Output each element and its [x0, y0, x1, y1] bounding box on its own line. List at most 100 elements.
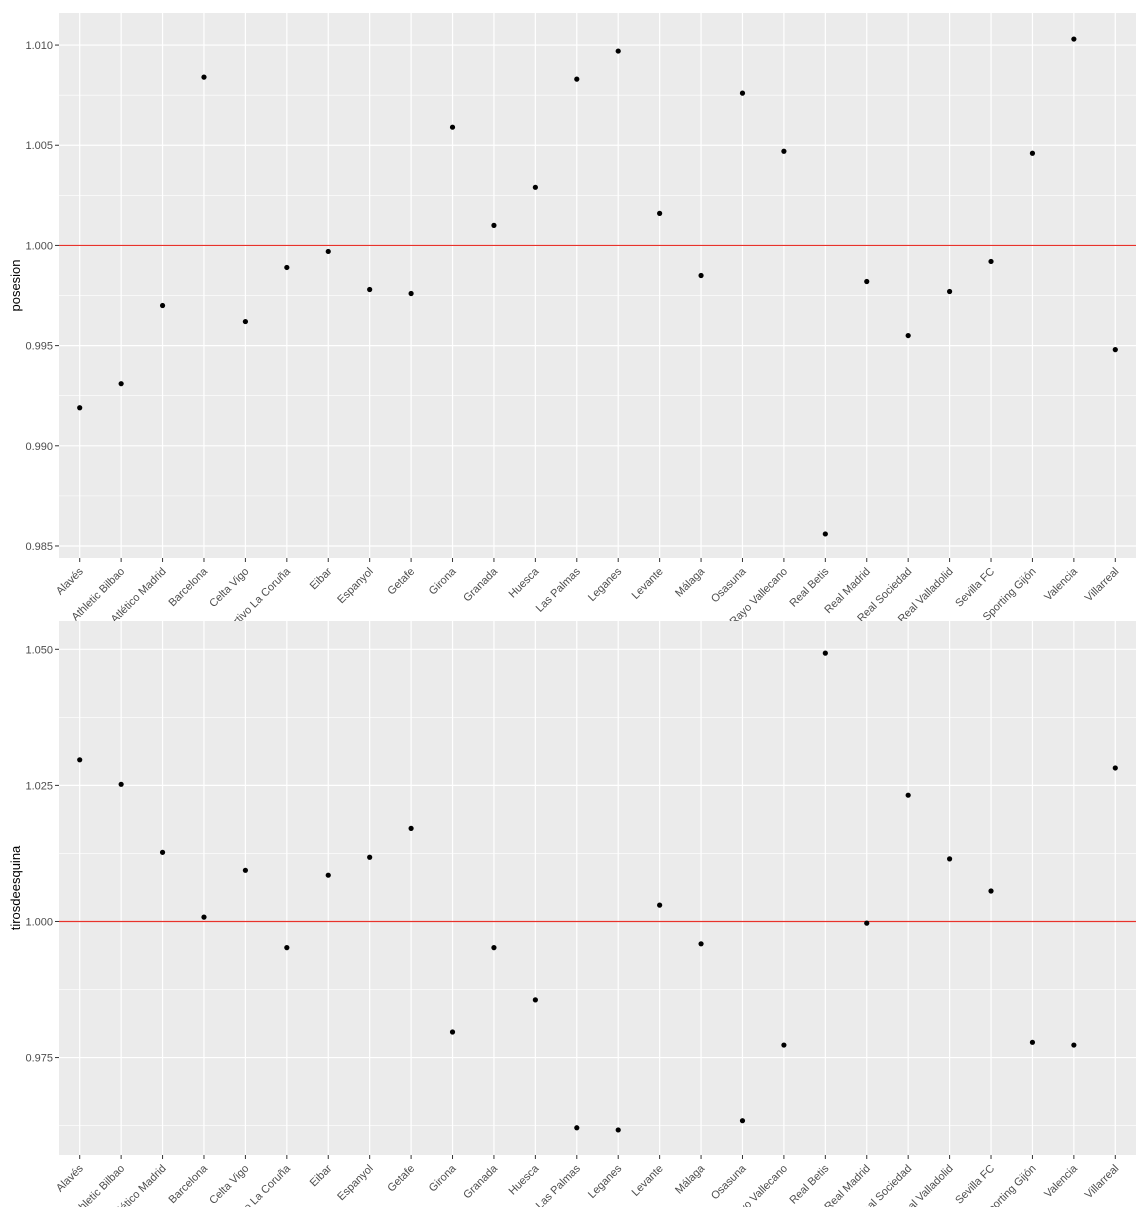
data-point — [988, 258, 994, 265]
data-point — [532, 184, 538, 190]
data-point — [946, 288, 953, 295]
data-point — [201, 914, 207, 920]
x-tick-label: Alavés — [54, 565, 86, 597]
data-point — [408, 290, 414, 297]
y-tick-label: 1.005 — [25, 140, 53, 152]
data-point — [242, 318, 249, 325]
x-tick-label: Celta Vigo — [207, 1163, 251, 1207]
y-tick-label: 1.050 — [25, 644, 53, 656]
x-tick-label: Levante — [630, 566, 666, 602]
x-tick-label: Las Palmas — [534, 1162, 583, 1207]
data-point — [1029, 150, 1036, 156]
data-point — [159, 849, 166, 855]
data-point — [77, 757, 83, 763]
x-tick-label: Huesca — [507, 565, 542, 600]
x-tick-label: Barcelona — [167, 1162, 211, 1206]
x-tick-label: Osasuna — [709, 565, 749, 605]
data-point — [864, 920, 870, 926]
data-point — [822, 650, 828, 656]
y-tick-label: 1.010 — [25, 40, 53, 52]
data-point — [781, 1042, 787, 1048]
x-tick-label: Sevilla FC — [953, 566, 997, 610]
data-point — [574, 76, 580, 82]
data-point — [698, 272, 704, 279]
x-tick-label: Huesca — [507, 1162, 542, 1197]
data-point — [574, 1125, 580, 1131]
y-tick-label: 1.000 — [25, 240, 53, 252]
y-tick-label: 0.975 — [25, 1053, 53, 1065]
x-tick-label: Getafe — [385, 566, 417, 598]
data-point — [367, 854, 373, 860]
data-point — [491, 945, 497, 951]
x-tick-label: Girona — [427, 1162, 459, 1194]
data-point — [1071, 1042, 1077, 1048]
x-tick-label: Osasuna — [709, 1162, 749, 1202]
posesion-panel: 0.9850.9900.9951.0001.0051.010AlavésAthl… — [8, 13, 1136, 646]
data-point — [159, 302, 166, 309]
data-point — [698, 941, 704, 947]
x-tick-label: Girona — [427, 565, 459, 597]
x-tick-label: Las Palmas — [534, 565, 583, 614]
x-tick-label: Sevilla FC — [953, 1163, 997, 1207]
x-tick-label: Real Madrid — [822, 1163, 872, 1207]
data-point — [739, 90, 746, 96]
data-point — [118, 781, 124, 787]
data-point — [781, 148, 787, 154]
x-tick-label: Leganes — [586, 565, 625, 604]
data-point — [408, 825, 414, 831]
x-tick-label: Espanyol — [335, 1163, 375, 1203]
data-point — [1029, 1039, 1036, 1045]
data-point — [77, 405, 83, 411]
data-point — [615, 1127, 621, 1133]
x-tick-label: Real Betis — [788, 565, 832, 609]
data-point — [284, 264, 290, 271]
data-point — [905, 332, 911, 339]
x-tick-label: Celta Vigo — [207, 566, 251, 610]
x-tick-label: Valencia — [1042, 565, 1080, 603]
plot-panel-background — [59, 13, 1136, 558]
plot-panel-background — [59, 621, 1136, 1155]
x-tick-label: Real Betis — [788, 1162, 832, 1206]
x-tick-label: Barcelona — [167, 565, 211, 609]
data-point — [615, 48, 621, 54]
data-point — [1112, 347, 1118, 353]
data-point — [449, 1029, 456, 1035]
data-point — [118, 381, 124, 387]
data-point — [367, 286, 373, 293]
data-point — [325, 248, 331, 255]
data-point — [1112, 765, 1118, 771]
x-tick-label: Getafe — [385, 1163, 417, 1195]
y-tick-label: 1.025 — [25, 780, 53, 792]
data-point — [491, 222, 497, 228]
x-tick-label: Málaga — [673, 1162, 708, 1197]
data-point — [657, 902, 663, 908]
x-tick-label: Villarreal — [1083, 1163, 1122, 1202]
x-tick-label: Levante — [630, 1163, 666, 1199]
x-tick-label: Granada — [461, 1162, 500, 1201]
x-tick-label: Valencia — [1042, 1162, 1080, 1200]
data-point — [822, 531, 828, 537]
y-tick-label: 0.995 — [25, 341, 53, 353]
y-tick-label: 0.990 — [25, 441, 53, 453]
x-tick-label: Eibar — [308, 1162, 335, 1189]
data-point — [946, 856, 953, 862]
x-tick-label: Alavés — [54, 1162, 86, 1194]
x-tick-label: Leganes — [586, 1162, 625, 1201]
y-axis-title: tirosdeesquina — [8, 845, 23, 930]
data-point — [657, 210, 663, 216]
data-point — [242, 867, 249, 873]
y-axis-title: posesion — [8, 259, 23, 311]
data-point — [905, 792, 911, 798]
x-tick-label: Espanyol — [335, 566, 375, 606]
data-point — [201, 74, 207, 80]
x-tick-label: Eibar — [308, 565, 335, 592]
data-point — [284, 945, 290, 951]
x-tick-label: Villarreal — [1083, 566, 1122, 605]
y-tick-label: 0.985 — [25, 541, 53, 553]
data-point — [988, 888, 994, 894]
data-point — [532, 997, 538, 1003]
data-point — [449, 124, 456, 130]
y-tick-label: 1.000 — [25, 916, 53, 928]
data-point — [739, 1118, 746, 1124]
